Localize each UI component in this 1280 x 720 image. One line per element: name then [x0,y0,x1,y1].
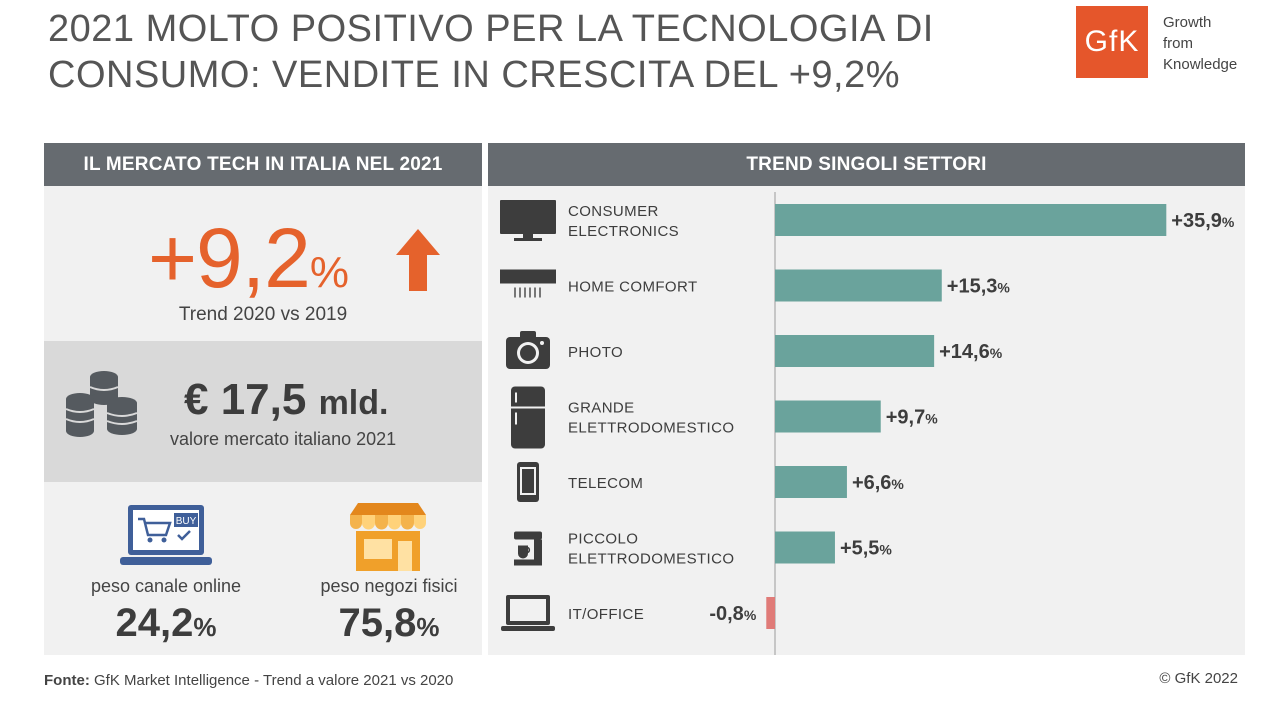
bar [775,204,1167,236]
sector-trend-panel: TREND SINGOLI SETTORI CONSUMER ELECTRONIC… [488,143,1245,655]
air-conditioner-icon [500,269,556,298]
title-line-1: 2021 MOLTO POSITIVO PER LA TECNOLOGIA DI [48,8,934,50]
bar [775,400,881,433]
online-number: 24,2 [115,601,194,645]
source-note: Fonte: GfK Market Intelligence - Trend a… [44,672,453,689]
market-value-band: € 17,5 mld. valore mercato italiano 2021 [44,341,482,482]
online-value: 24,2% [66,601,266,646]
coins-icon [65,371,138,437]
market-value: € 17,5 mld. [184,375,388,428]
page-title: 2021 MOLTO POSITIVO PER LA TECNOLOGIA DI… [48,6,1028,98]
trend-figure: +9,2% [148,213,349,303]
laptop-icon [501,595,555,631]
brand-tagline: Growth from Knowledge [1163,12,1237,75]
sector-bar-chart: CONSUMER ELECTRONICS +35,9% HOME COMFORT +15… [500,192,1235,655]
tagline-line: Knowledge [1163,56,1238,73]
fridge-icon [511,386,545,449]
bar [775,531,835,564]
camera-icon [506,331,550,369]
bar [775,269,942,302]
store-label: peso negozi fisici [320,576,458,596]
up-arrow-icon [396,229,440,291]
bar-value-label: +5,5% [840,538,892,560]
bar-value-label: -0,8% [709,603,756,625]
trend-label: Trend 2020 vs 2019 [178,304,348,325]
copyright: © GfK 2022 [1159,670,1238,687]
store-icon [350,503,426,571]
category-label: PHOTO [568,344,623,361]
category-label: GRANDE ELETTRODOMESTICO [568,400,734,437]
market-panel-header: IL MERCATO TECH IN ITALIA NEL 2021 [44,143,482,186]
source-label: Fonte: [44,672,90,689]
bar [775,466,847,498]
tagline-line: from [1163,35,1193,52]
tagline-line: Growth [1163,14,1212,31]
market-amount: € 17,5 [184,375,307,424]
bar-value-label: +6,6% [852,472,904,494]
smartphone-icon [517,462,539,502]
store-number: 75,8 [338,601,417,645]
laptop-cart-icon: BUY [120,505,212,565]
bar-value-label: +35,9% [1171,210,1235,232]
source-text: GfK Market Intelligence - Trend a valore… [94,672,454,689]
market-label: valore mercato italiano 2021 [170,429,397,449]
trend-unit: % [309,248,349,297]
gfk-logo: GfK [1076,6,1148,78]
bar [766,597,775,629]
category-label: PICCOLO ELETTRODOMESTICO [568,531,734,568]
category-label: IT/OFFICE [568,606,644,623]
bar [775,335,935,367]
trend-value: +9,2 [148,211,311,305]
online-unit: % [193,612,217,642]
buy-label: BUY [176,516,197,527]
store-unit: % [416,612,440,642]
market-unit: mld. [318,384,389,422]
category-label: CONSUMER ELECTRONICS [568,203,679,240]
bar-value-label: +9,7% [886,407,938,429]
online-label: peso canale online [90,576,242,596]
market-panel: IL MERCATO TECH IN ITALIA NEL 2021 +9,2%… [44,143,482,655]
bar-value-label: +15,3% [947,276,1011,298]
category-label: TELECOM [568,475,643,492]
store-value: 75,8% [289,601,489,646]
bar-value-label: +14,6% [939,341,1003,363]
title-line-2: CONSUMO: VENDITE IN CRESCITA DEL +9,2% [48,54,901,96]
chart-title: TREND SINGOLI SETTORI [488,143,1245,186]
category-label: HOME COMFORT [568,279,698,296]
coffee-machine-icon [514,531,542,566]
tv-icon [500,200,556,241]
